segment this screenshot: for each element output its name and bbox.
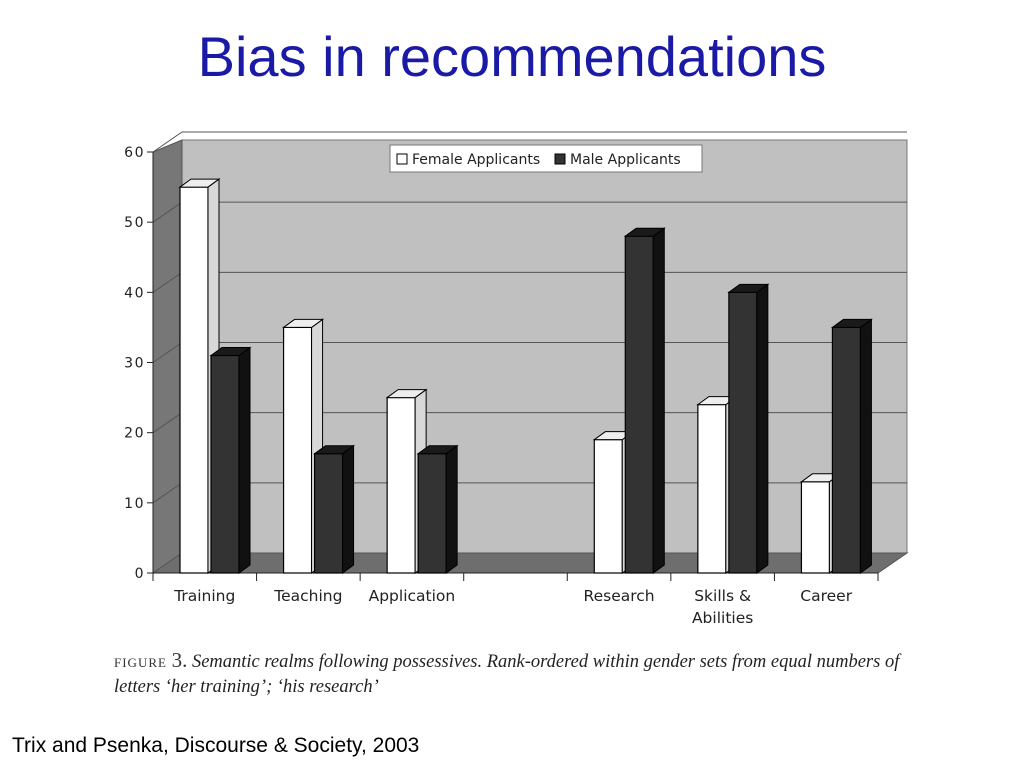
bar-side (445, 444, 458, 574)
bar-front (386, 396, 416, 574)
y-tick-label: 40 (124, 285, 145, 301)
bar-side (756, 283, 769, 574)
bar-side (238, 346, 251, 574)
figure-caption: FIGURE 3. Semantic realms following poss… (114, 648, 914, 700)
chart-floor (151, 552, 909, 574)
legend-swatch (396, 153, 408, 165)
legend-label: Male Applicants (570, 152, 681, 168)
bar-front (210, 354, 240, 574)
slide-title: Bias in recommendations (197, 25, 827, 88)
bar-front (800, 481, 831, 574)
x-category-label: Application (369, 587, 456, 605)
y-tick-label: 20 (124, 426, 145, 442)
bar-top (178, 178, 221, 188)
bar-top (727, 283, 770, 293)
bar-top (282, 318, 325, 328)
y-tick-label: 60 (124, 145, 145, 161)
figure-number: 3. (171, 648, 188, 672)
y-tick-label: 30 (124, 356, 145, 372)
bar-top (623, 227, 666, 237)
bar-top (830, 318, 873, 328)
bar-top (313, 445, 356, 455)
legend-label: Female Applicants (412, 152, 540, 168)
bar-side (652, 227, 665, 574)
source-citation: Trix and Psenka, Discourse & Society, 20… (12, 734, 420, 757)
bar-front (179, 186, 209, 574)
y-tick-label: 50 (124, 215, 145, 231)
bar-front (697, 404, 727, 574)
bar-front (728, 291, 758, 574)
x-category-label: Skills & (694, 587, 751, 605)
legend-box (389, 144, 703, 173)
y-tick-label: 0 (135, 566, 145, 582)
x-category-label: Research (584, 587, 655, 605)
bar-front (417, 453, 447, 574)
bar-front (313, 453, 344, 574)
caption-text: Semantic realms following possessives. R… (114, 652, 900, 697)
y-tick-label: 10 (124, 496, 145, 512)
bar-side (342, 444, 355, 574)
bar-top (385, 389, 428, 399)
bar-front (624, 235, 654, 574)
grid-line (152, 131, 907, 153)
bar-top (416, 445, 459, 455)
legend-swatch (554, 153, 566, 165)
figure-word: FIGURE (114, 655, 167, 670)
bar-chart: 0 10 20 30 40 50 60 Training Teaching Application… (124, 131, 909, 627)
bar-front (831, 326, 862, 574)
bar-front (593, 439, 623, 574)
bar-front (282, 326, 313, 574)
bar-top (209, 346, 252, 356)
x-category-label: Training (173, 587, 235, 605)
bar-side (859, 318, 872, 574)
x-category-label: Teaching (273, 587, 342, 605)
x-category-label: Career (800, 587, 852, 605)
x-category-label: Abilities (692, 609, 753, 627)
